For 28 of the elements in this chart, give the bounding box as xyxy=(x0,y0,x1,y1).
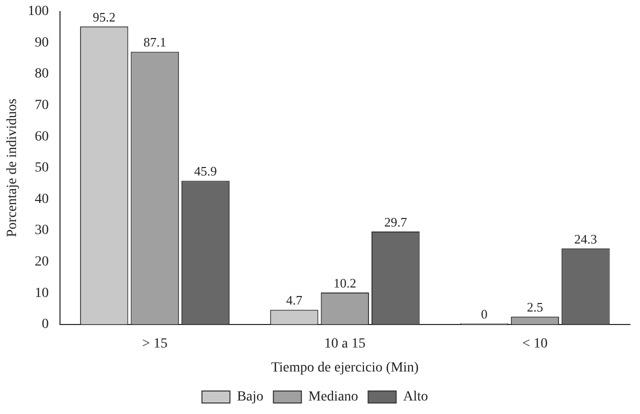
data-label: 4.7 xyxy=(286,292,303,308)
legend-label: Alto xyxy=(403,390,428,405)
data-label: 2.5 xyxy=(526,299,544,314)
y-tick-label: 80 xyxy=(34,66,49,82)
x-tick-label: < 10 xyxy=(522,336,548,352)
y-tick-label: 10 xyxy=(34,286,49,301)
y-axis-title: Porcentaje de individuos xyxy=(5,98,20,238)
y-tick-label: 100 xyxy=(28,4,49,20)
y-tick-label: 70 xyxy=(34,98,49,113)
legend-label: Mediano xyxy=(308,390,358,405)
x-axis-title: Tiempo de ejercicio (Min) xyxy=(271,360,420,376)
data-label: 29.7 xyxy=(384,214,408,230)
data-label: 95.2 xyxy=(92,9,116,24)
y-tick-label: 20 xyxy=(34,254,49,270)
y-tick-label: 0 xyxy=(42,317,49,332)
y-tick-label: 30 xyxy=(34,223,49,238)
x-tick-label: 10 a 15 xyxy=(324,336,366,352)
legend-label: Bajo xyxy=(236,390,264,405)
y-tick-label: 50 xyxy=(34,160,49,176)
data-label: 45.9 xyxy=(194,164,217,179)
data-label: 10.2 xyxy=(334,275,356,290)
y-tick-label: 60 xyxy=(34,129,49,144)
y-tick-label: 90 xyxy=(34,35,49,50)
data-label: 87.1 xyxy=(143,34,166,50)
data-label: 24.3 xyxy=(574,231,598,246)
x-tick-label: > 15 xyxy=(142,336,168,352)
data-label: 0 xyxy=(481,306,488,322)
y-tick-label: 40 xyxy=(34,192,49,207)
